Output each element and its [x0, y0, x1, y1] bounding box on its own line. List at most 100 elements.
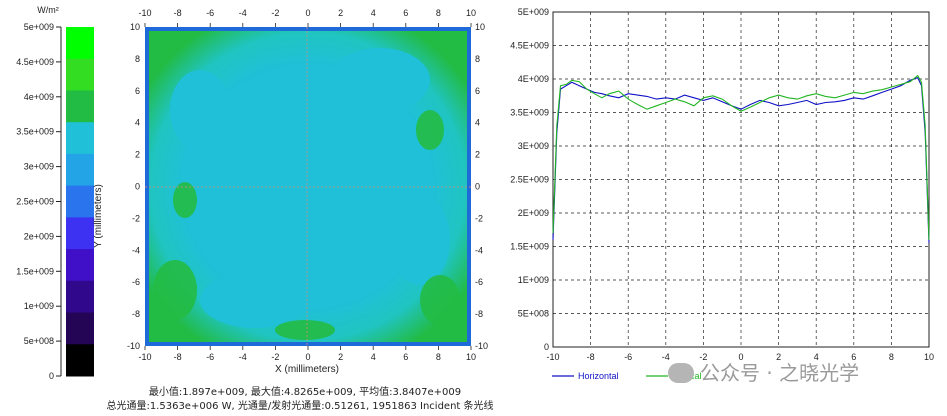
- line-chart-x-tick: -8: [587, 352, 595, 362]
- heatmap-x-tick-bottom: 0: [305, 352, 310, 362]
- heatmap-y-tick-left: 10: [130, 22, 140, 32]
- profile-line-chart: -10 -8 -6 -4 -2 0 2 4 6 8 10 0 5E+008 1E+009 1.5E+009 2…: [510, 7, 934, 381]
- legend-swatch: [66, 153, 94, 187]
- heatmap-edge-patches: [153, 110, 460, 340]
- line-chart-y-tick: 4.5E+009: [510, 41, 549, 51]
- heatmap-x-tick-bottom: 10: [466, 352, 476, 362]
- heatmap-x-tick-top: 4: [371, 8, 376, 18]
- heatmap-x-tick-top: 0: [305, 8, 310, 18]
- heatmap-y-tick-left: -8: [132, 309, 140, 319]
- heatmap-x-tick-top: 10: [466, 8, 476, 18]
- heatmap-x-tick-bottom: 6: [403, 352, 408, 362]
- heatmap-stats-line-1: 最小值:1.897e+009, 最大值:4.8265e+009, 平均值:3.8…: [148, 387, 462, 398]
- color-legend: W/m² 5e+009 4.5e+009 4e+009 3.5e+009 3e+009 2…: [16, 5, 94, 381]
- line-chart-x-tick: 10: [924, 352, 934, 362]
- heatmap-x-tick-top: -10: [138, 8, 151, 18]
- heatmap-y-tick-right: -8: [475, 309, 483, 319]
- heatmap-y-tick-left: -4: [132, 245, 140, 255]
- heatmap-x-tick-bottom: -2: [271, 352, 279, 362]
- line-chart-y-tick: 4E+009: [518, 74, 549, 84]
- line-chart-y-tick: 0: [544, 342, 549, 352]
- heatmap-stats-line-2: 总光通量:1.5363e+006 W, 光通量/发射光通量:0.51261, 1…: [106, 401, 494, 412]
- heatmap-y-tick-right: 6: [475, 86, 480, 96]
- heatmap-y-tick-right: -4: [475, 245, 483, 255]
- watermark-text: 公众号 · 之晓光学: [700, 361, 860, 385]
- line-chart-x-tick: -2: [699, 352, 707, 362]
- heatmap-y-tick-left: 4: [135, 118, 140, 128]
- line-chart-y-tick: 3E+009: [518, 141, 549, 151]
- heatmap-y-tick-left: -2: [132, 213, 140, 223]
- legend-swatches: [66, 27, 94, 377]
- heatmap-y-tick-right: -2: [475, 213, 483, 223]
- line-chart-x-tick: 0: [738, 352, 743, 362]
- legend-tick-label: 5e+009: [24, 22, 54, 32]
- line-chart-x-tick: -10: [546, 352, 559, 362]
- heatmap-y-tick-left: -10: [127, 341, 140, 351]
- heatmap-center-patch: [170, 48, 450, 328]
- series-line-horizontal: [552, 77, 930, 244]
- legend-swatch: [66, 344, 94, 377]
- line-chart-grid: [553, 12, 929, 347]
- legend-swatch: [66, 249, 94, 282]
- heatmap-x-tick-top: -6: [206, 8, 214, 18]
- legend-tick-label: 5e+008: [24, 336, 54, 346]
- heatmap-y-tick-right: 2: [475, 150, 480, 160]
- heatmap-x-tick-bottom: -4: [239, 352, 247, 362]
- line-chart-x-tick: 6: [851, 352, 856, 362]
- line-chart-y-tick: 5E+009: [518, 7, 549, 17]
- heatmap-x-tick-bottom: -8: [174, 352, 182, 362]
- heatmap-y-axis-label: Y (millimeters): [93, 184, 104, 248]
- heatmap-x-tick-top: 2: [338, 8, 343, 18]
- line-chart-x-tick: 2: [776, 352, 781, 362]
- line-chart-y-tick: 1E+009: [518, 275, 549, 285]
- heatmap-y-tick-right: -10: [475, 341, 488, 351]
- line-chart-x-tick: 8: [889, 352, 894, 362]
- heatmap-x-tick-top: 8: [436, 8, 441, 18]
- line-chart-series: [552, 74, 930, 244]
- heatmap-y-tick-right: 10: [475, 22, 485, 32]
- legend-swatch: [66, 280, 94, 313]
- heatmap-y-tick-left: 2: [135, 150, 140, 160]
- heatmap-x-tick-top: -8: [174, 8, 182, 18]
- line-chart-y-tick: 3.5E+009: [510, 108, 549, 118]
- heatmap-x-tick-bottom: -10: [138, 352, 151, 362]
- legend-swatch: [66, 122, 94, 155]
- watermark: 公众号 · 之晓光学: [668, 357, 859, 386]
- heatmap-x-axis-label: X (millimeters): [275, 364, 339, 375]
- heatmap-y-tick-left: 0: [135, 182, 140, 192]
- heatmap-x-tick-bottom: 2: [338, 352, 343, 362]
- legend-tick-label: 4e+009: [24, 92, 54, 102]
- legend-unit-label: W/m²: [37, 5, 59, 15]
- legend-horizontal-label: Horizontal: [578, 371, 619, 381]
- legend-tick-label: 1e+009: [24, 301, 54, 311]
- line-chart-x-tick: -6: [624, 352, 632, 362]
- legend-tick-labels: 5e+009 4.5e+009 4e+009 3.5e+009 3e+009 2.5e+0…: [16, 22, 62, 381]
- series-line-vertical: [552, 74, 930, 240]
- legend-tick-label: 1.5e+009: [16, 266, 54, 276]
- legend-tick-label: 0: [49, 371, 54, 381]
- legend-tick-label: 3.5e+009: [16, 127, 54, 137]
- line-chart-y-tick: 5E+008: [518, 309, 549, 319]
- heatmap-y-tick-left: 6: [135, 86, 140, 96]
- line-chart-y-tick: 1.5E+009: [510, 242, 549, 252]
- legend-swatch: [66, 58, 94, 91]
- wechat-icon: [668, 363, 694, 383]
- legend-swatch: [66, 217, 94, 250]
- legend-tick-label: 2.5e+009: [16, 197, 54, 207]
- heatmap-x-tick-top: 6: [403, 8, 408, 18]
- legend-tick-label: 3e+009: [24, 162, 54, 172]
- heatmap-y-tick-right: -6: [475, 277, 483, 287]
- heatmap-y-tick-right: 4: [475, 118, 480, 128]
- legend-swatch: [66, 185, 94, 218]
- heatmap-x-tick-top: -4: [239, 8, 247, 18]
- line-chart-y-tick: 2.5E+009: [510, 175, 549, 185]
- heatmap-y-tick-left: 8: [135, 54, 140, 64]
- heatmap-x-tick-bottom: 4: [371, 352, 376, 362]
- legend-tick-label: 2e+009: [24, 231, 54, 241]
- line-chart-tick-labels: -10 -8 -6 -4 -2 0 2 4 6 8 10 0 5E+008 1E+009 1.5E+009 2…: [510, 7, 934, 362]
- heatmap-y-tick-right: 8: [475, 54, 480, 64]
- line-chart-x-tick: -4: [662, 352, 670, 362]
